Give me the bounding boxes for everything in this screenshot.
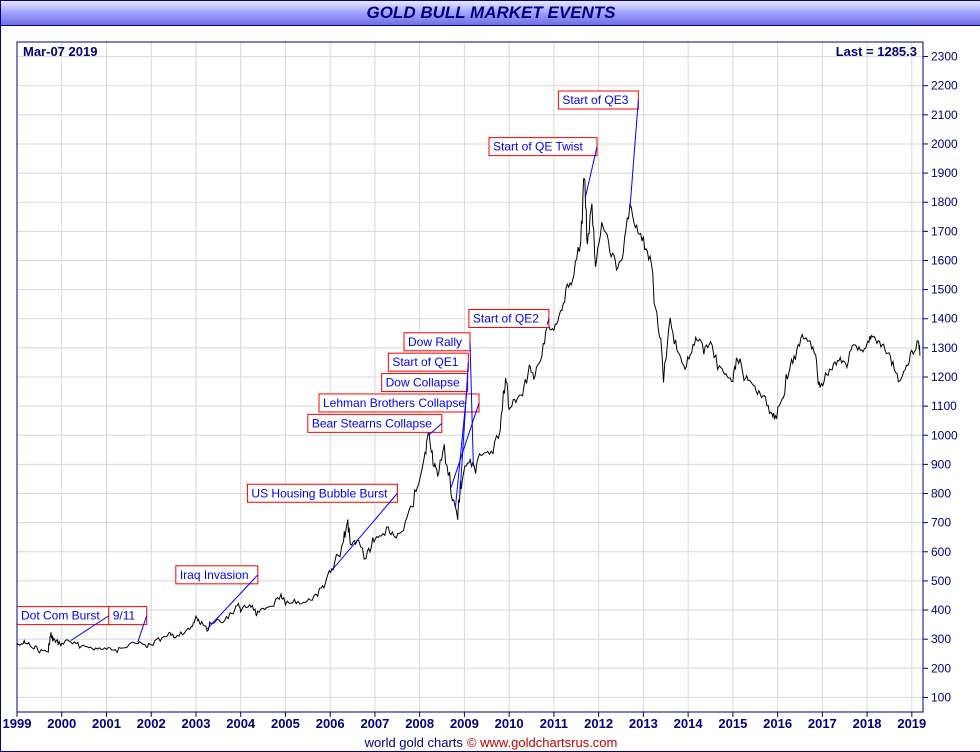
x-tick-label: 2018 bbox=[853, 716, 882, 731]
y-tick-label: 900 bbox=[931, 457, 951, 471]
y-tick-label: 1200 bbox=[931, 370, 958, 384]
x-tick-label: 2008 bbox=[405, 716, 434, 731]
x-tick-label: 2012 bbox=[584, 716, 613, 731]
footer-text: world gold charts bbox=[365, 735, 463, 750]
x-tick-label: 1999 bbox=[3, 716, 32, 731]
chart-svg: 100 200 300 400 500 600 700 800 900 1000 1100 1200 1… bbox=[1, 26, 979, 732]
y-tick-label: 800 bbox=[931, 487, 951, 501]
x-tick-label: 2015 bbox=[718, 716, 747, 731]
y-tick-label: 1900 bbox=[931, 166, 958, 180]
y-tick-label: 300 bbox=[931, 632, 951, 646]
y-tick-label: 100 bbox=[931, 690, 951, 704]
chart-footer: world gold charts © www.goldchartsrus.co… bbox=[1, 733, 980, 751]
y-tick-label: 700 bbox=[931, 516, 951, 530]
x-tick-label: 2004 bbox=[226, 716, 256, 731]
chart-title-bar: GOLD BULL MARKET EVENTS bbox=[1, 1, 980, 26]
x-tick-label: 2005 bbox=[271, 716, 300, 731]
event-label: Start of QE Twist bbox=[493, 140, 583, 154]
y-tick-label: 1700 bbox=[931, 224, 958, 238]
x-tick-label: 2014 bbox=[674, 716, 704, 731]
event-label: Lehman Brothers Collapse bbox=[323, 396, 465, 410]
y-tick-label: 1000 bbox=[931, 428, 958, 442]
x-tick-label: 2019 bbox=[897, 716, 926, 731]
event-label: Dow Rally bbox=[408, 335, 462, 349]
last-label: Last = 1285.3 bbox=[836, 44, 917, 59]
x-tick-label: 2016 bbox=[763, 716, 792, 731]
x-tick-label: 2010 bbox=[495, 716, 524, 731]
x-tick-label: 2000 bbox=[47, 716, 76, 731]
event-label: Start of QE3 bbox=[562, 93, 628, 107]
chart-container: GOLD BULL MARKET EVENTS 100 200 300 400 500 6… bbox=[0, 0, 980, 752]
y-tick-label: 1400 bbox=[931, 312, 958, 326]
footer-copyright: © www.goldchartsrus.com bbox=[467, 735, 617, 750]
y-tick-label: 600 bbox=[931, 545, 951, 559]
event-label: 9/11 bbox=[113, 609, 136, 623]
x-tick-label: 2013 bbox=[629, 716, 658, 731]
x-tick-label: 2007 bbox=[360, 716, 389, 731]
x-tick-label: 2006 bbox=[316, 716, 345, 731]
y-tick-label: 2000 bbox=[931, 137, 958, 151]
y-tick-label: 200 bbox=[931, 661, 951, 675]
x-tick-label: 2003 bbox=[182, 716, 211, 731]
y-tick-label: 2100 bbox=[931, 108, 958, 122]
y-tick-label: 2200 bbox=[931, 79, 958, 93]
y-tick-label: 1100 bbox=[931, 399, 957, 413]
y-tick-label: 1600 bbox=[931, 253, 958, 267]
event-label: Start of QE1 bbox=[392, 355, 458, 369]
event-label: US Housing Bubble Burst bbox=[251, 486, 388, 500]
y-tick-label: 2300 bbox=[931, 50, 958, 64]
y-tick-label: 1300 bbox=[931, 341, 958, 355]
event-label: Dow Collapse bbox=[386, 376, 460, 390]
x-tick-label: 2001 bbox=[92, 716, 121, 731]
y-tick-label: 1800 bbox=[931, 195, 958, 209]
chart-title: GOLD BULL MARKET EVENTS bbox=[366, 3, 615, 23]
event-label: Dot Com Burst bbox=[21, 609, 100, 623]
x-tick-label: 2009 bbox=[450, 716, 479, 731]
x-tick-label: 2011 bbox=[540, 716, 568, 731]
x-tick-label: 2017 bbox=[808, 716, 837, 731]
event-label: Start of QE2 bbox=[473, 311, 539, 325]
y-tick-label: 400 bbox=[931, 603, 951, 617]
event-label: Bear Stearns Collapse bbox=[312, 416, 432, 430]
y-tick-label: 1500 bbox=[931, 283, 958, 297]
event-label: Iraq Invasion bbox=[180, 568, 249, 582]
x-tick-label: 2002 bbox=[137, 716, 166, 731]
y-tick-label: 500 bbox=[931, 574, 951, 588]
date-label: Mar-07 2019 bbox=[23, 44, 97, 59]
chart-plot-area: 100 200 300 400 500 600 700 800 900 1000 1100 1200 1… bbox=[1, 26, 980, 733]
